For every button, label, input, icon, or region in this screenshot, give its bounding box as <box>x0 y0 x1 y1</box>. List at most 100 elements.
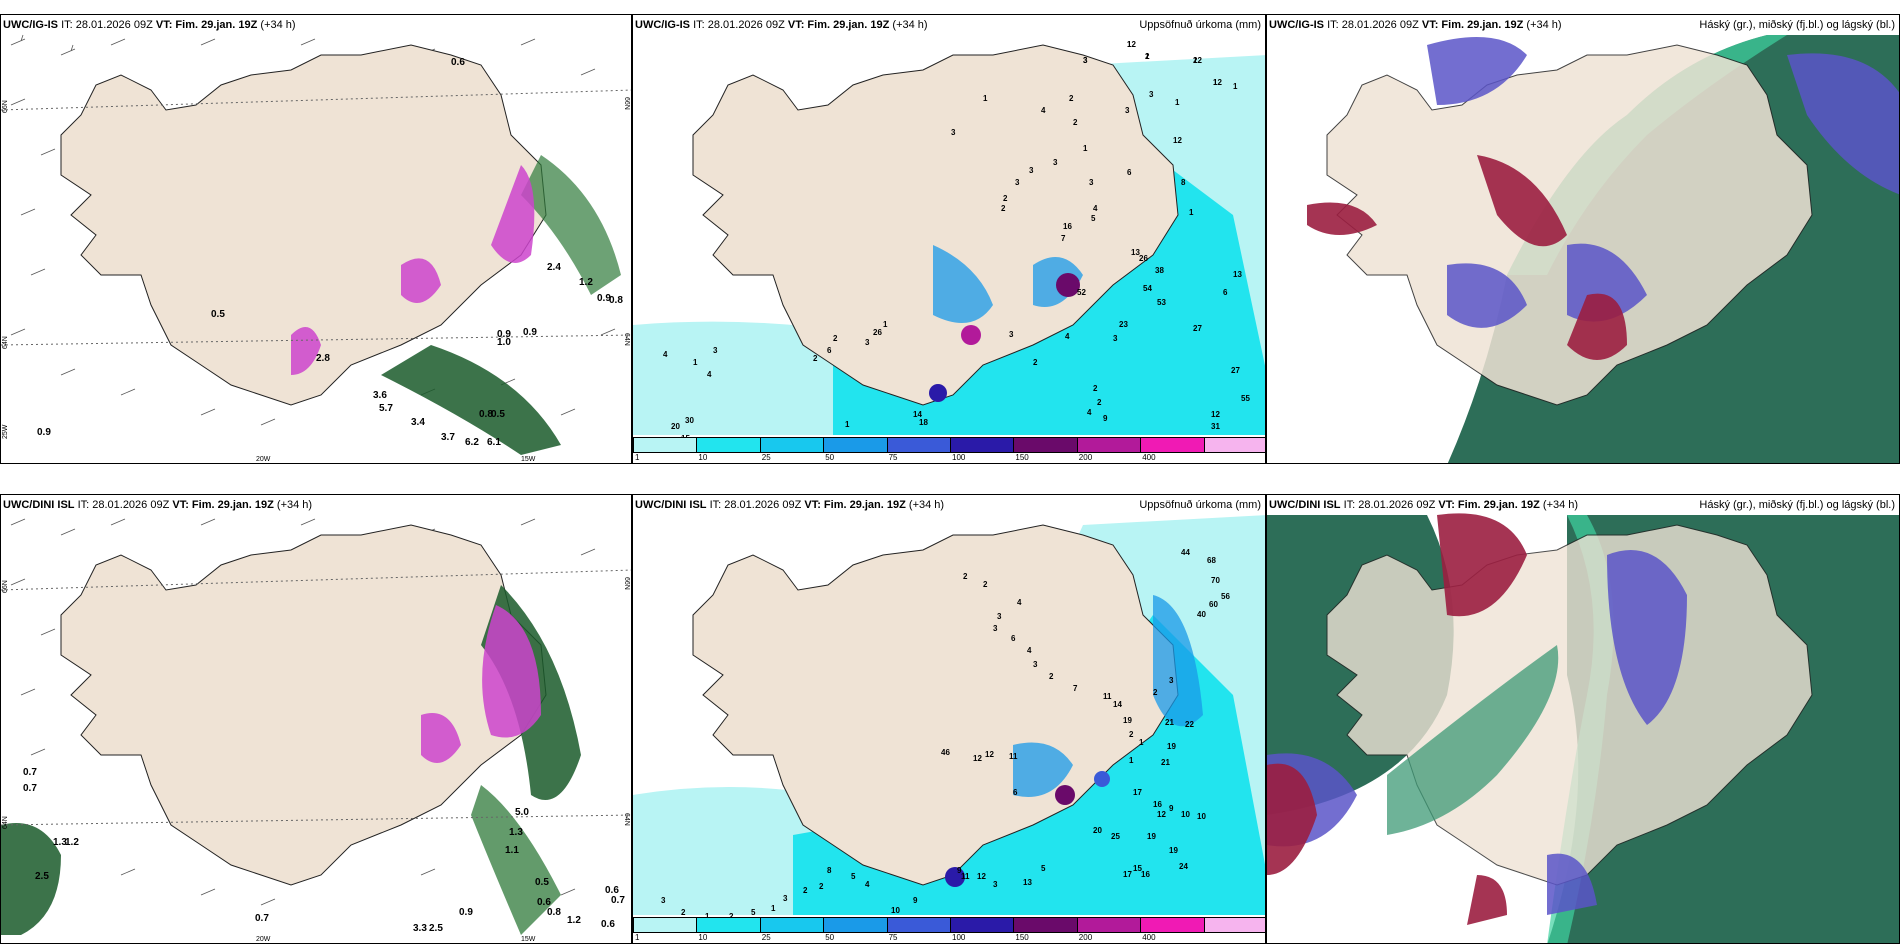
p5-labels: 3212513228541091135446870566040212219211… <box>661 548 1230 921</box>
svg-text:2.4: 2.4 <box>547 262 561 273</box>
p5-value-label: 12 <box>985 750 994 759</box>
p1-axis: 66N 64N 25W 20W 15W 66N 64N <box>2 97 630 463</box>
p5-value-label: 2 <box>681 908 686 917</box>
legend-swatch <box>1013 917 1078 933</box>
p2-value-label: 1 <box>983 94 988 103</box>
p2-value-label: 26 <box>1139 254 1148 263</box>
svg-text:2.8: 2.8 <box>316 353 330 364</box>
cloud-low <box>1267 513 1527 925</box>
svg-text:0.6: 0.6 <box>605 885 619 896</box>
p2-value-label: 3 <box>1015 178 1020 187</box>
legend-tick: 200 <box>1078 453 1093 462</box>
p2-value-label: 4 <box>1093 204 1098 213</box>
svg-text:66N: 66N <box>623 577 630 590</box>
p5-value-label: 2 <box>1153 688 1158 697</box>
p2-value-label: 1 <box>883 320 888 329</box>
p2-value-label: 1 <box>693 358 698 367</box>
p5-value-label: 5 <box>1041 864 1046 873</box>
p2-value-label: 27 <box>1193 324 1202 333</box>
p5-value-label: 6 <box>1011 634 1016 643</box>
svg-text:5.7: 5.7 <box>379 403 393 414</box>
svg-text:0.8: 0.8 <box>479 409 493 420</box>
p2-value-label: 2 <box>1003 194 1008 203</box>
p2-value-label: 18 <box>919 418 928 427</box>
iceland-land <box>692 44 1179 406</box>
legend-swatch <box>633 437 698 453</box>
magenta-precip <box>291 165 535 375</box>
p5-value-label: 9 <box>913 896 918 905</box>
legend-swatch <box>759 437 825 453</box>
p5-value-label: 2 <box>729 912 734 921</box>
map-dini-clouds <box>1267 495 1899 943</box>
svg-text:6.1: 6.1 <box>487 437 501 448</box>
legend-swatch <box>950 917 1015 933</box>
p5-value-label: 2 <box>803 886 808 895</box>
lat-lines <box>1 569 631 826</box>
p5-value-label: 3 <box>993 624 998 633</box>
header-p4: UWC/DINI ISL IT: 28.01.2026 09Z VT: Fim.… <box>3 499 313 511</box>
legend-tick: 400 <box>1142 453 1156 462</box>
p5-value-label: 14 <box>1113 700 1122 709</box>
svg-text:3.6: 3.6 <box>373 390 387 401</box>
legend-swatch <box>1076 437 1142 453</box>
p2-value-label: 1 <box>1145 52 1150 61</box>
p5-value-label: 3 <box>1169 676 1174 685</box>
p2-value-label: 2 <box>1097 398 1102 407</box>
header-p5: UWC/DINI ISL IT: 28.01.2026 09Z VT: Fim.… <box>635 499 945 511</box>
svg-text:1.2: 1.2 <box>579 277 593 288</box>
p4-labels: 0.7 0.7 1.3 1.2 2.5 0.5 0.6 0.7 0.9 3.3 … <box>23 767 625 934</box>
p2-value-label: 2 <box>1069 94 1074 103</box>
legend-tick: 10 <box>698 933 708 942</box>
title-right-p5: Uppsöfnuð úrkoma (mm) <box>1139 499 1261 511</box>
svg-text:0.5: 0.5 <box>535 877 549 888</box>
p5-value-label: 16 <box>1153 800 1162 809</box>
legend-swatch <box>1140 917 1205 933</box>
legend-swatch <box>1203 437 1265 453</box>
p2-value-label: 3 <box>1083 56 1088 65</box>
panel-dini-precip: 3212513228541091135446870566040212219211… <box>632 494 1266 944</box>
p5-value-label: 24 <box>1179 862 1188 871</box>
legend-swatch <box>886 917 951 933</box>
green-s <box>471 785 561 935</box>
legend-swatch <box>823 917 888 933</box>
legend-tick: 150 <box>1015 453 1029 462</box>
legend-swatch <box>1203 917 1265 933</box>
p5-value-label: 3 <box>1033 660 1038 669</box>
p5-value-label: 20 <box>1093 826 1102 835</box>
legend-tick: 50 <box>825 933 835 942</box>
p5-value-label: 56 <box>1221 592 1230 601</box>
p5-value-label: 22 <box>1185 720 1194 729</box>
svg-text:20W: 20W <box>256 936 271 943</box>
p5-value-label: 12 <box>977 872 986 881</box>
header-p6: UWC/DINI ISL IT: 28.01.2026 09Z VT: Fim.… <box>1269 499 1579 511</box>
header-p3: UWC/IG-IS IT: 28.01.2026 09Z VT: Fim. 29… <box>1269 19 1562 31</box>
p2-value-label: 31 <box>1211 422 1220 431</box>
svg-text:0.8: 0.8 <box>609 295 623 306</box>
p2-value-label: 1 <box>1083 144 1088 153</box>
svg-text:64N: 64N <box>2 816 9 829</box>
p5-value-label: 16 <box>1141 870 1150 879</box>
p5-value-label: 2 <box>983 580 988 589</box>
p2-value-label: 9 <box>1103 414 1108 423</box>
svg-text:2.5: 2.5 <box>35 871 49 882</box>
p2-value-label: 3 <box>865 338 870 347</box>
legend-p2: 1 10 25 50 75 100 150 200 400 <box>633 435 1265 463</box>
p5-value-label: 60 <box>1209 600 1218 609</box>
p5-value-label: 4 <box>1027 646 1032 655</box>
svg-text:0.9: 0.9 <box>459 907 473 918</box>
svg-text:2.5: 2.5 <box>429 923 443 934</box>
legend-tick: 50 <box>825 453 835 462</box>
svg-text:0.5: 0.5 <box>211 309 225 320</box>
p5-value-label: 1 <box>771 904 776 913</box>
p2-value-label: 3 <box>1125 106 1130 115</box>
p5-value-label: 2 <box>1049 672 1054 681</box>
svg-text:1.3: 1.3 <box>509 827 523 838</box>
map-ig-precip: 13 1 11 11 233134213332263451671312813854535… <box>633 15 1265 463</box>
p2-value-label: 3 <box>1083 56 1088 65</box>
p5-value-label: 19 <box>1147 832 1156 841</box>
svg-text:66N: 66N <box>623 97 630 110</box>
p2-value-label: 4 <box>1065 332 1070 341</box>
svg-text:3.3: 3.3 <box>413 923 427 934</box>
p5-value-label: 11 <box>1103 692 1112 701</box>
p2-value-label: 2 <box>1073 118 1078 127</box>
